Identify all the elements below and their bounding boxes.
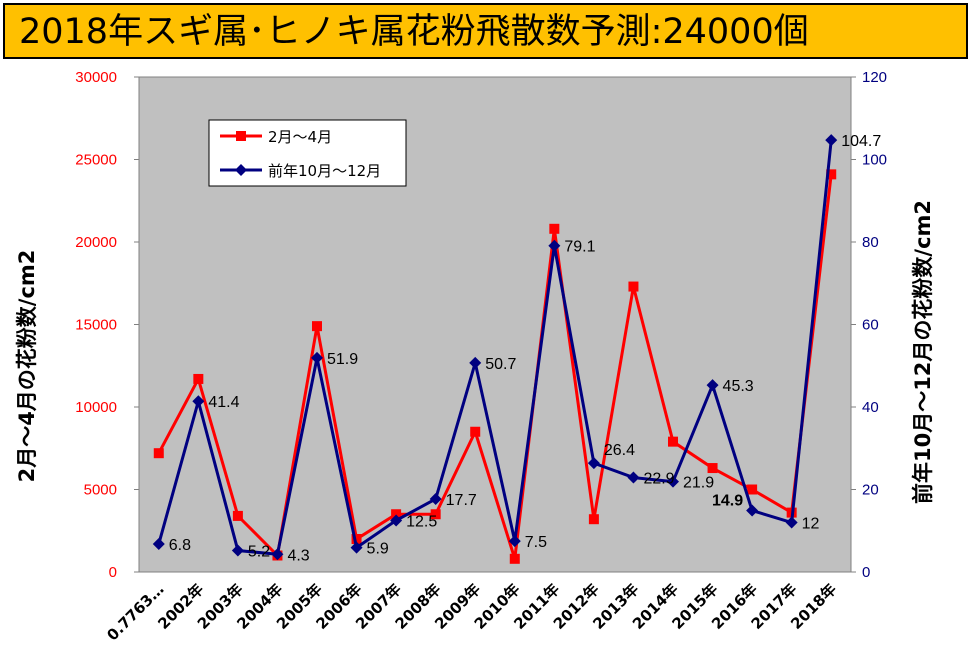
data-label: 14.9 — [712, 493, 743, 510]
blue-marker — [231, 544, 244, 557]
red-marker — [707, 463, 718, 474]
red-marker — [549, 223, 560, 234]
left-tick-label: 25000 — [75, 152, 117, 169]
blue-marker — [429, 492, 442, 505]
right-axis-title: 前年10月～12月の花粉数/cm2 — [911, 200, 935, 504]
series-prev-oct-dec — [152, 134, 838, 561]
blue-marker — [271, 548, 284, 561]
blue-marker — [152, 537, 165, 550]
data-label: 5.2 — [248, 544, 270, 561]
left-axis: 0 5000 10000 15000 20000 25000 30000 — [75, 69, 139, 581]
data-label: 12.5 — [406, 513, 437, 530]
red-marker — [747, 484, 758, 495]
red-marker — [509, 553, 520, 564]
category-label: 0.7763… — [103, 580, 167, 644]
left-tick-label: 20000 — [75, 234, 117, 251]
blue-marker — [587, 457, 600, 470]
right-axis: 0 20 40 60 80 100 120 — [851, 69, 887, 581]
blue-marker — [311, 351, 323, 364]
red-marker — [470, 426, 481, 437]
data-label: 12 — [802, 516, 820, 533]
legend-label-feb-apr: 2月～4月 — [268, 128, 332, 146]
data-labels: 6.8 41.4 5.2 4.3 51.9 5.9 12.5 17.7 50.7 7.5 79.1 2… — [169, 133, 882, 564]
blue-marker — [469, 356, 482, 369]
x-axis: 0.7763…2002年2003年2004年2005年2006年2007年200… — [103, 580, 840, 644]
data-label: 21.9 — [683, 475, 714, 492]
data-label: 17.7 — [446, 492, 477, 509]
red-marker — [628, 281, 639, 292]
title-banner: 2018年スギ属･ヒノキ属花粉飛散数予測:24000個 — [3, 3, 968, 59]
legend-label-prev-oct-dec: 前年10月～12月 — [268, 162, 381, 180]
data-label: 22.9 — [643, 471, 674, 488]
red-marker — [153, 448, 164, 459]
data-label: 51.9 — [327, 351, 358, 368]
chart-title: 2018年スギ属･ヒノキ属花粉飛散数予測:24000個 — [19, 12, 809, 52]
right-tick-label: 0 — [862, 564, 870, 581]
red-marker — [430, 509, 441, 520]
blue-marker — [825, 134, 838, 147]
right-tick-label: 120 — [862, 69, 887, 86]
red-marker — [232, 510, 243, 521]
data-label: 50.7 — [485, 356, 516, 373]
blue-marker — [746, 504, 759, 517]
legend: 2月～4月 前年10月～12月 — [208, 119, 407, 187]
right-tick-label: 80 — [862, 234, 879, 251]
data-label: 4.3 — [287, 547, 309, 564]
blue-marker — [390, 514, 403, 527]
left-tick-label: 30000 — [75, 69, 117, 86]
blue-marker — [508, 535, 521, 548]
red-marker — [193, 373, 204, 384]
red-marker — [351, 534, 362, 544]
series-line-prev-oct-dec — [157, 139, 833, 556]
left-tick-label: 5000 — [84, 482, 117, 499]
data-label: 26.4 — [604, 442, 635, 459]
blue-marker — [667, 475, 679, 488]
red-marker — [588, 514, 599, 525]
right-tick-label: 60 — [862, 317, 879, 334]
right-tick-label: 100 — [862, 152, 887, 169]
plot-area — [138, 76, 852, 573]
data-label: 6.8 — [169, 537, 191, 554]
left-tick-label: 10000 — [75, 399, 117, 416]
blue-marker — [350, 541, 363, 554]
legend-red-marker — [236, 131, 246, 141]
blue-marker — [627, 471, 640, 484]
right-tick-label: 20 — [862, 482, 879, 499]
left-tick-label: 0 — [109, 564, 117, 581]
data-label: 79.1 — [564, 239, 595, 256]
blue-marker — [192, 395, 205, 408]
blue-marker — [785, 516, 798, 529]
data-label: 104.7 — [841, 133, 881, 150]
data-label: 45.3 — [723, 378, 754, 395]
blue-marker — [706, 379, 719, 392]
red-marker — [312, 321, 322, 332]
left-tick-label: 15000 — [75, 317, 117, 334]
right-tick-label: 40 — [862, 399, 879, 416]
red-marker — [826, 169, 837, 180]
left-axis-title: 2月～4月の花粉数/cm2 — [15, 250, 39, 483]
data-label: 7.5 — [525, 534, 547, 551]
data-label: 5.9 — [367, 541, 389, 558]
red-marker — [391, 509, 402, 520]
legend-blue-marker — [235, 164, 247, 176]
red-marker — [668, 436, 678, 447]
series-line-feb-apr — [157, 174, 833, 560]
blue-marker — [548, 239, 561, 252]
data-label: 41.4 — [208, 394, 239, 411]
